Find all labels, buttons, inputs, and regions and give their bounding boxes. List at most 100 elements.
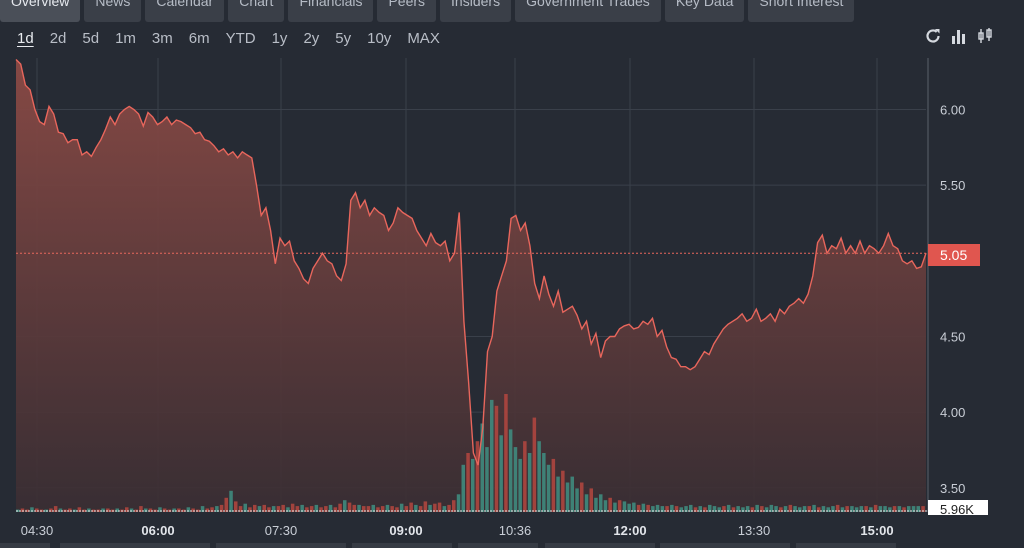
volume-bar (433, 503, 437, 512)
range-2d[interactable]: 2d (49, 30, 67, 47)
refresh-icon[interactable] (924, 27, 942, 45)
volume-bar (366, 506, 371, 512)
volume-bar (309, 506, 314, 512)
volume-bar (651, 506, 655, 512)
volume-bar (177, 508, 181, 512)
tab-government-trades[interactable]: Government Trades (515, 0, 661, 22)
price-area (16, 59, 926, 512)
volume-bar (513, 447, 518, 512)
bar-chart-icon[interactable] (950, 27, 968, 45)
volume-bar (565, 482, 570, 512)
volume-bar (139, 506, 143, 512)
volume-bar (655, 504, 660, 512)
volume-bar (589, 488, 593, 512)
range-1y[interactable]: 1y (271, 30, 288, 47)
volume-bar (679, 507, 683, 512)
range-3m[interactable]: 3m (151, 30, 173, 47)
volume-bar (229, 490, 233, 512)
volume-bar (281, 504, 285, 512)
volume-bar (447, 504, 451, 512)
volume-bar (869, 507, 873, 512)
range-1d[interactable]: 1d (17, 30, 34, 47)
volume-bar (343, 500, 347, 512)
volume-bar (864, 506, 868, 512)
range-6m[interactable]: 6m (188, 30, 210, 47)
volume-bar (878, 506, 883, 512)
tab-calendar[interactable]: Calendar (145, 0, 225, 22)
candlestick-icon[interactable] (976, 27, 994, 45)
volume-bar (452, 500, 456, 512)
volume-bar (684, 506, 688, 512)
volume-bar (835, 504, 840, 512)
volume-bar (802, 506, 807, 512)
y-tick-label: 3.50 (940, 481, 965, 496)
tab-label: News (95, 0, 131, 9)
range-5y[interactable]: 5y (335, 30, 352, 47)
volume-bar (575, 488, 579, 512)
volume-bar (91, 509, 96, 512)
volume-bar (53, 506, 58, 512)
tab-overview[interactable]: Overview (0, 0, 81, 22)
volume-bar (200, 506, 205, 512)
volume-bar (755, 504, 759, 512)
tab-short-interest[interactable]: Short Interest (748, 0, 855, 22)
volume-bar (760, 506, 764, 512)
volume-bar (712, 506, 717, 512)
volume-bar (352, 504, 356, 512)
tab-label: Calendar (156, 0, 214, 9)
volume-bar (888, 507, 892, 512)
volume-bar (532, 417, 537, 512)
tab-insiders[interactable]: Insiders (440, 0, 512, 22)
volume-bar (537, 441, 541, 512)
tab-news[interactable]: News (84, 0, 142, 22)
volume-bar (854, 507, 859, 512)
tab-chart[interactable]: Chart (228, 0, 285, 22)
y-tick-label: 4.50 (940, 330, 965, 345)
volume-bar (693, 507, 698, 512)
volume-bar (101, 508, 105, 512)
volume-bar (584, 494, 589, 512)
volume-bar (87, 508, 91, 512)
tab-key-data[interactable]: Key Data (664, 0, 745, 22)
range-10y[interactable]: 10y (367, 30, 392, 47)
volume-bar (380, 506, 385, 512)
volume-bar (921, 506, 925, 512)
volume-bar (580, 482, 584, 512)
x-tick-label: 10:36 (499, 523, 532, 538)
tab-financials[interactable]: Financials (288, 0, 374, 22)
volume-bar (390, 506, 394, 512)
volume-bar (660, 506, 665, 512)
range-1m[interactable]: 1m (115, 30, 136, 47)
volume-bar (442, 506, 447, 512)
volume-bar (608, 497, 612, 512)
volume-bar (769, 504, 774, 512)
volume-bar (466, 453, 470, 512)
range-ytd[interactable]: YTD (225, 30, 256, 47)
volume-bar (480, 423, 484, 512)
volume-bar (736, 506, 740, 512)
tab-peers[interactable]: Peers (377, 0, 437, 22)
volume-bar (314, 504, 319, 512)
volume-bar (485, 447, 489, 512)
volume-bar (798, 507, 802, 512)
volume-bar (385, 504, 390, 512)
volume-bar (129, 508, 134, 512)
volume-bar (186, 507, 191, 512)
range-2y[interactable]: 2y (303, 30, 320, 47)
volume-bar (907, 506, 911, 512)
volume-bar (764, 507, 769, 512)
volume-bar (243, 503, 247, 512)
volume-bar (599, 494, 603, 512)
volume-bar (817, 507, 821, 512)
volume-bar (845, 506, 849, 512)
volume-bar (617, 500, 622, 512)
volume-bar (395, 507, 399, 512)
volume-bar (902, 507, 906, 512)
volume-bar (504, 394, 508, 512)
volume-bar (722, 506, 726, 512)
volume-bar (774, 506, 778, 512)
tab-label: Financials (299, 0, 363, 9)
range-max[interactable]: MAX (407, 30, 440, 47)
range-5d[interactable]: 5d (82, 30, 100, 47)
